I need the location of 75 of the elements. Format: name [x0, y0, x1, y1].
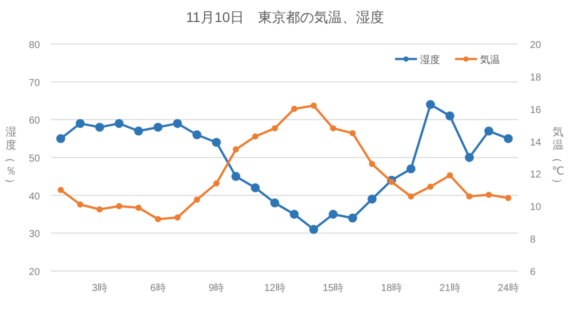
legend-label: 湿度: [420, 54, 440, 66]
point: [484, 126, 494, 136]
point: [231, 172, 240, 181]
x-tick-label: 15時: [322, 282, 344, 294]
point: [290, 210, 299, 219]
y2-tick-label: 12: [530, 170, 542, 181]
x-tick-label: 21時: [439, 282, 460, 294]
point: [426, 100, 435, 110]
point: [77, 201, 84, 208]
y2-axis-title: 気温（℃）: [551, 126, 564, 189]
point: [194, 196, 200, 203]
y-tick-label: 40: [28, 191, 40, 202]
point: [466, 193, 472, 200]
point: [95, 122, 104, 132]
x-tick-label: 6時: [150, 282, 166, 294]
x-tick-label: 9時: [208, 282, 224, 294]
y-tick-label: 50: [28, 154, 40, 164]
point: [406, 164, 416, 174]
y2-tick-label: 6: [530, 267, 536, 278]
y2-tick-label: 14: [530, 137, 542, 148]
x-tick-label: 12時: [264, 282, 286, 294]
point: [408, 193, 414, 200]
point: [348, 214, 358, 223]
point: [232, 146, 239, 152]
point: [464, 153, 474, 162]
point: [486, 192, 492, 198]
point: [192, 130, 202, 140]
point: [252, 133, 258, 140]
point: [114, 118, 124, 128]
point: [134, 126, 144, 136]
y-tick-label: 30: [28, 229, 40, 240]
point: [135, 204, 142, 211]
y-tick-label: 70: [28, 78, 40, 89]
point: [174, 214, 181, 221]
point: [427, 184, 434, 190]
point: [330, 125, 336, 132]
point: [388, 178, 395, 185]
x-tick-label: 3時: [92, 282, 108, 294]
point: [56, 134, 66, 144]
point: [116, 203, 122, 210]
y2-tick-label: 20: [530, 40, 542, 51]
point: [368, 160, 376, 168]
point: [154, 216, 162, 222]
y2-tick-label: 8: [530, 234, 536, 246]
point: [504, 134, 513, 144]
point: [172, 118, 182, 128]
chart-title: 11月10日 東京都の気温、湿度: [186, 9, 384, 25]
x-tick-label: 24時: [498, 282, 519, 294]
point: [445, 111, 454, 120]
point: [291, 106, 298, 112]
y-tick-label: 20: [28, 267, 40, 278]
point: [272, 125, 278, 132]
point: [213, 180, 220, 187]
point: [368, 194, 377, 204]
y-tick-label: 60: [28, 116, 40, 127]
point: [350, 130, 356, 136]
point: [310, 102, 317, 109]
legend-label: 気温: [480, 54, 500, 66]
point: [446, 172, 453, 178]
point: [309, 224, 318, 234]
y-axis-title: 湿度（％）: [4, 126, 16, 189]
point: [328, 210, 338, 219]
point: [96, 206, 103, 212]
point: [505, 194, 512, 202]
y2-tick-label: 16: [530, 104, 542, 116]
y2-tick-label: 18: [530, 72, 542, 84]
point: [76, 118, 85, 128]
x-tick-label: 18時: [380, 282, 402, 294]
point: [58, 186, 64, 194]
point: [212, 138, 221, 147]
point: [250, 183, 260, 192]
y-tick-label: 80: [28, 40, 40, 51]
y2-tick-label: 10: [530, 202, 542, 214]
point: [154, 122, 163, 132]
point: [270, 198, 280, 208]
